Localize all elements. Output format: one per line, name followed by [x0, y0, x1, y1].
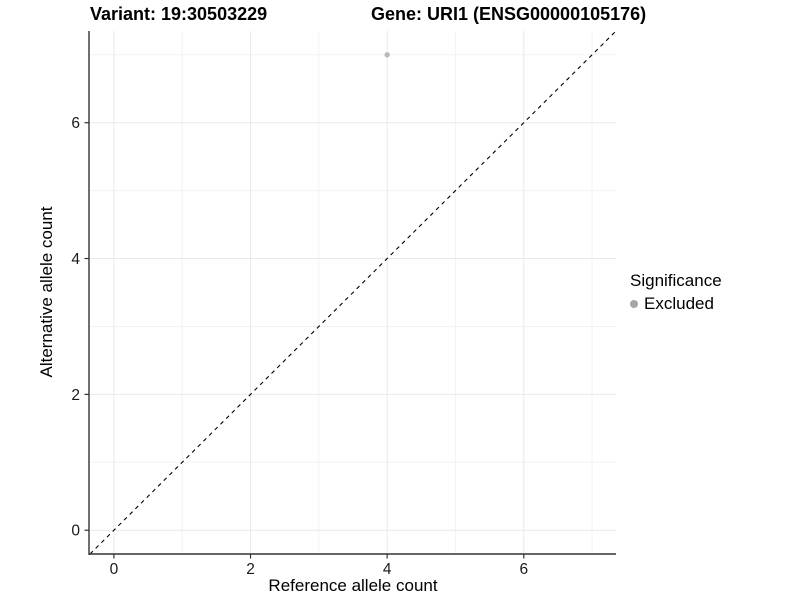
- x-axis-title: Reference allele count: [268, 576, 438, 595]
- y-tick-label: 2: [71, 387, 80, 404]
- gene-title: Gene: URI1 (ENSG00000105176): [371, 4, 647, 24]
- legend-title: Significance: [630, 271, 722, 290]
- x-tick-label: 0: [110, 561, 119, 578]
- y-tick-label: 0: [71, 523, 80, 540]
- y-tick-label: 4: [71, 251, 80, 268]
- grid-major: [90, 31, 616, 554]
- legend-point-icon: [630, 300, 638, 308]
- data-point: [384, 52, 390, 58]
- tick-marks: [84, 122, 525, 559]
- legend: Significance Excluded: [630, 271, 722, 314]
- legend-entry-excluded: Excluded: [630, 294, 722, 314]
- variant-title: Variant: 19:30503229: [90, 4, 268, 24]
- data-points: [384, 52, 390, 58]
- y-tick-label: 6: [71, 115, 80, 132]
- x-tick-label: 2: [246, 561, 255, 578]
- identity-line: [89, 30, 617, 555]
- tick-labels: 0 2 4 6 0 2 4 6: [71, 115, 528, 578]
- x-tick-label: 4: [383, 561, 392, 578]
- axis-lines: [88, 31, 616, 555]
- x-tick-label: 6: [519, 561, 528, 578]
- grid-minor: [90, 31, 616, 554]
- y-axis-title: Alternative allele count: [37, 206, 56, 378]
- legend-entry-label: Excluded: [644, 294, 714, 313]
